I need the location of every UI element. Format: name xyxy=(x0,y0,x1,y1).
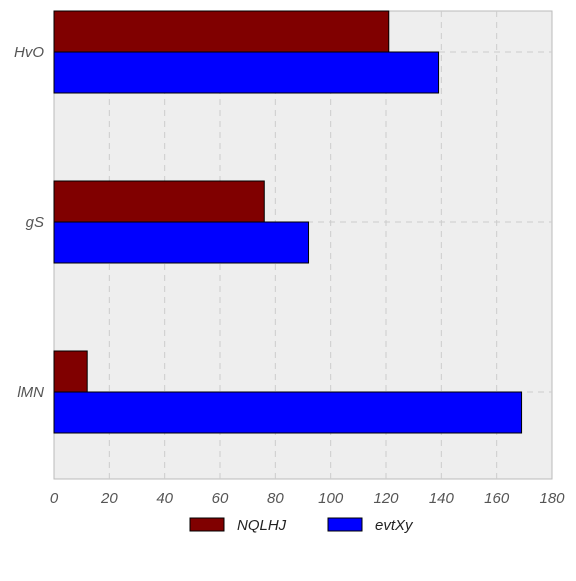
bar-evtXy-lMN xyxy=(53,391,523,434)
y-tick-label: HvO xyxy=(14,44,44,61)
bar-evtXy-gS xyxy=(53,221,310,264)
x-tick-label: 120 xyxy=(373,490,399,507)
x-tick-label: 80 xyxy=(267,490,284,507)
x-tick-label: 160 xyxy=(484,490,510,507)
y-tick-label: gS xyxy=(26,214,44,231)
x-tick-label: 180 xyxy=(539,490,565,507)
bar-NQLHJ-HvO xyxy=(53,10,390,53)
bar-layer xyxy=(53,10,523,434)
bar-NQLHJ-gS xyxy=(53,180,265,223)
legend-label-evtXy: evtXy xyxy=(375,517,414,534)
bar-evtXy-HvO xyxy=(53,51,440,94)
legend-swatch-evtXy xyxy=(327,517,363,532)
x-tick-label: 60 xyxy=(212,490,229,507)
x-tick-label: 140 xyxy=(429,490,455,507)
legend-swatch-NQLHJ xyxy=(189,517,225,532)
y-tick-label: lMN xyxy=(17,384,44,401)
legend-label-NQLHJ: NQLHJ xyxy=(237,517,287,534)
x-tick-label: 100 xyxy=(318,490,344,507)
legend: NQLHJ evtXy xyxy=(189,517,414,534)
bar-NQLHJ-lMN xyxy=(53,350,88,393)
x-tick-label: 40 xyxy=(156,490,173,507)
x-tick-label: 20 xyxy=(100,490,118,507)
x-tick-label: 0 xyxy=(50,490,59,507)
tick-layer: 0 20 40 60 80 100 120 140 160 180 HvO gS lMN xyxy=(14,44,565,507)
